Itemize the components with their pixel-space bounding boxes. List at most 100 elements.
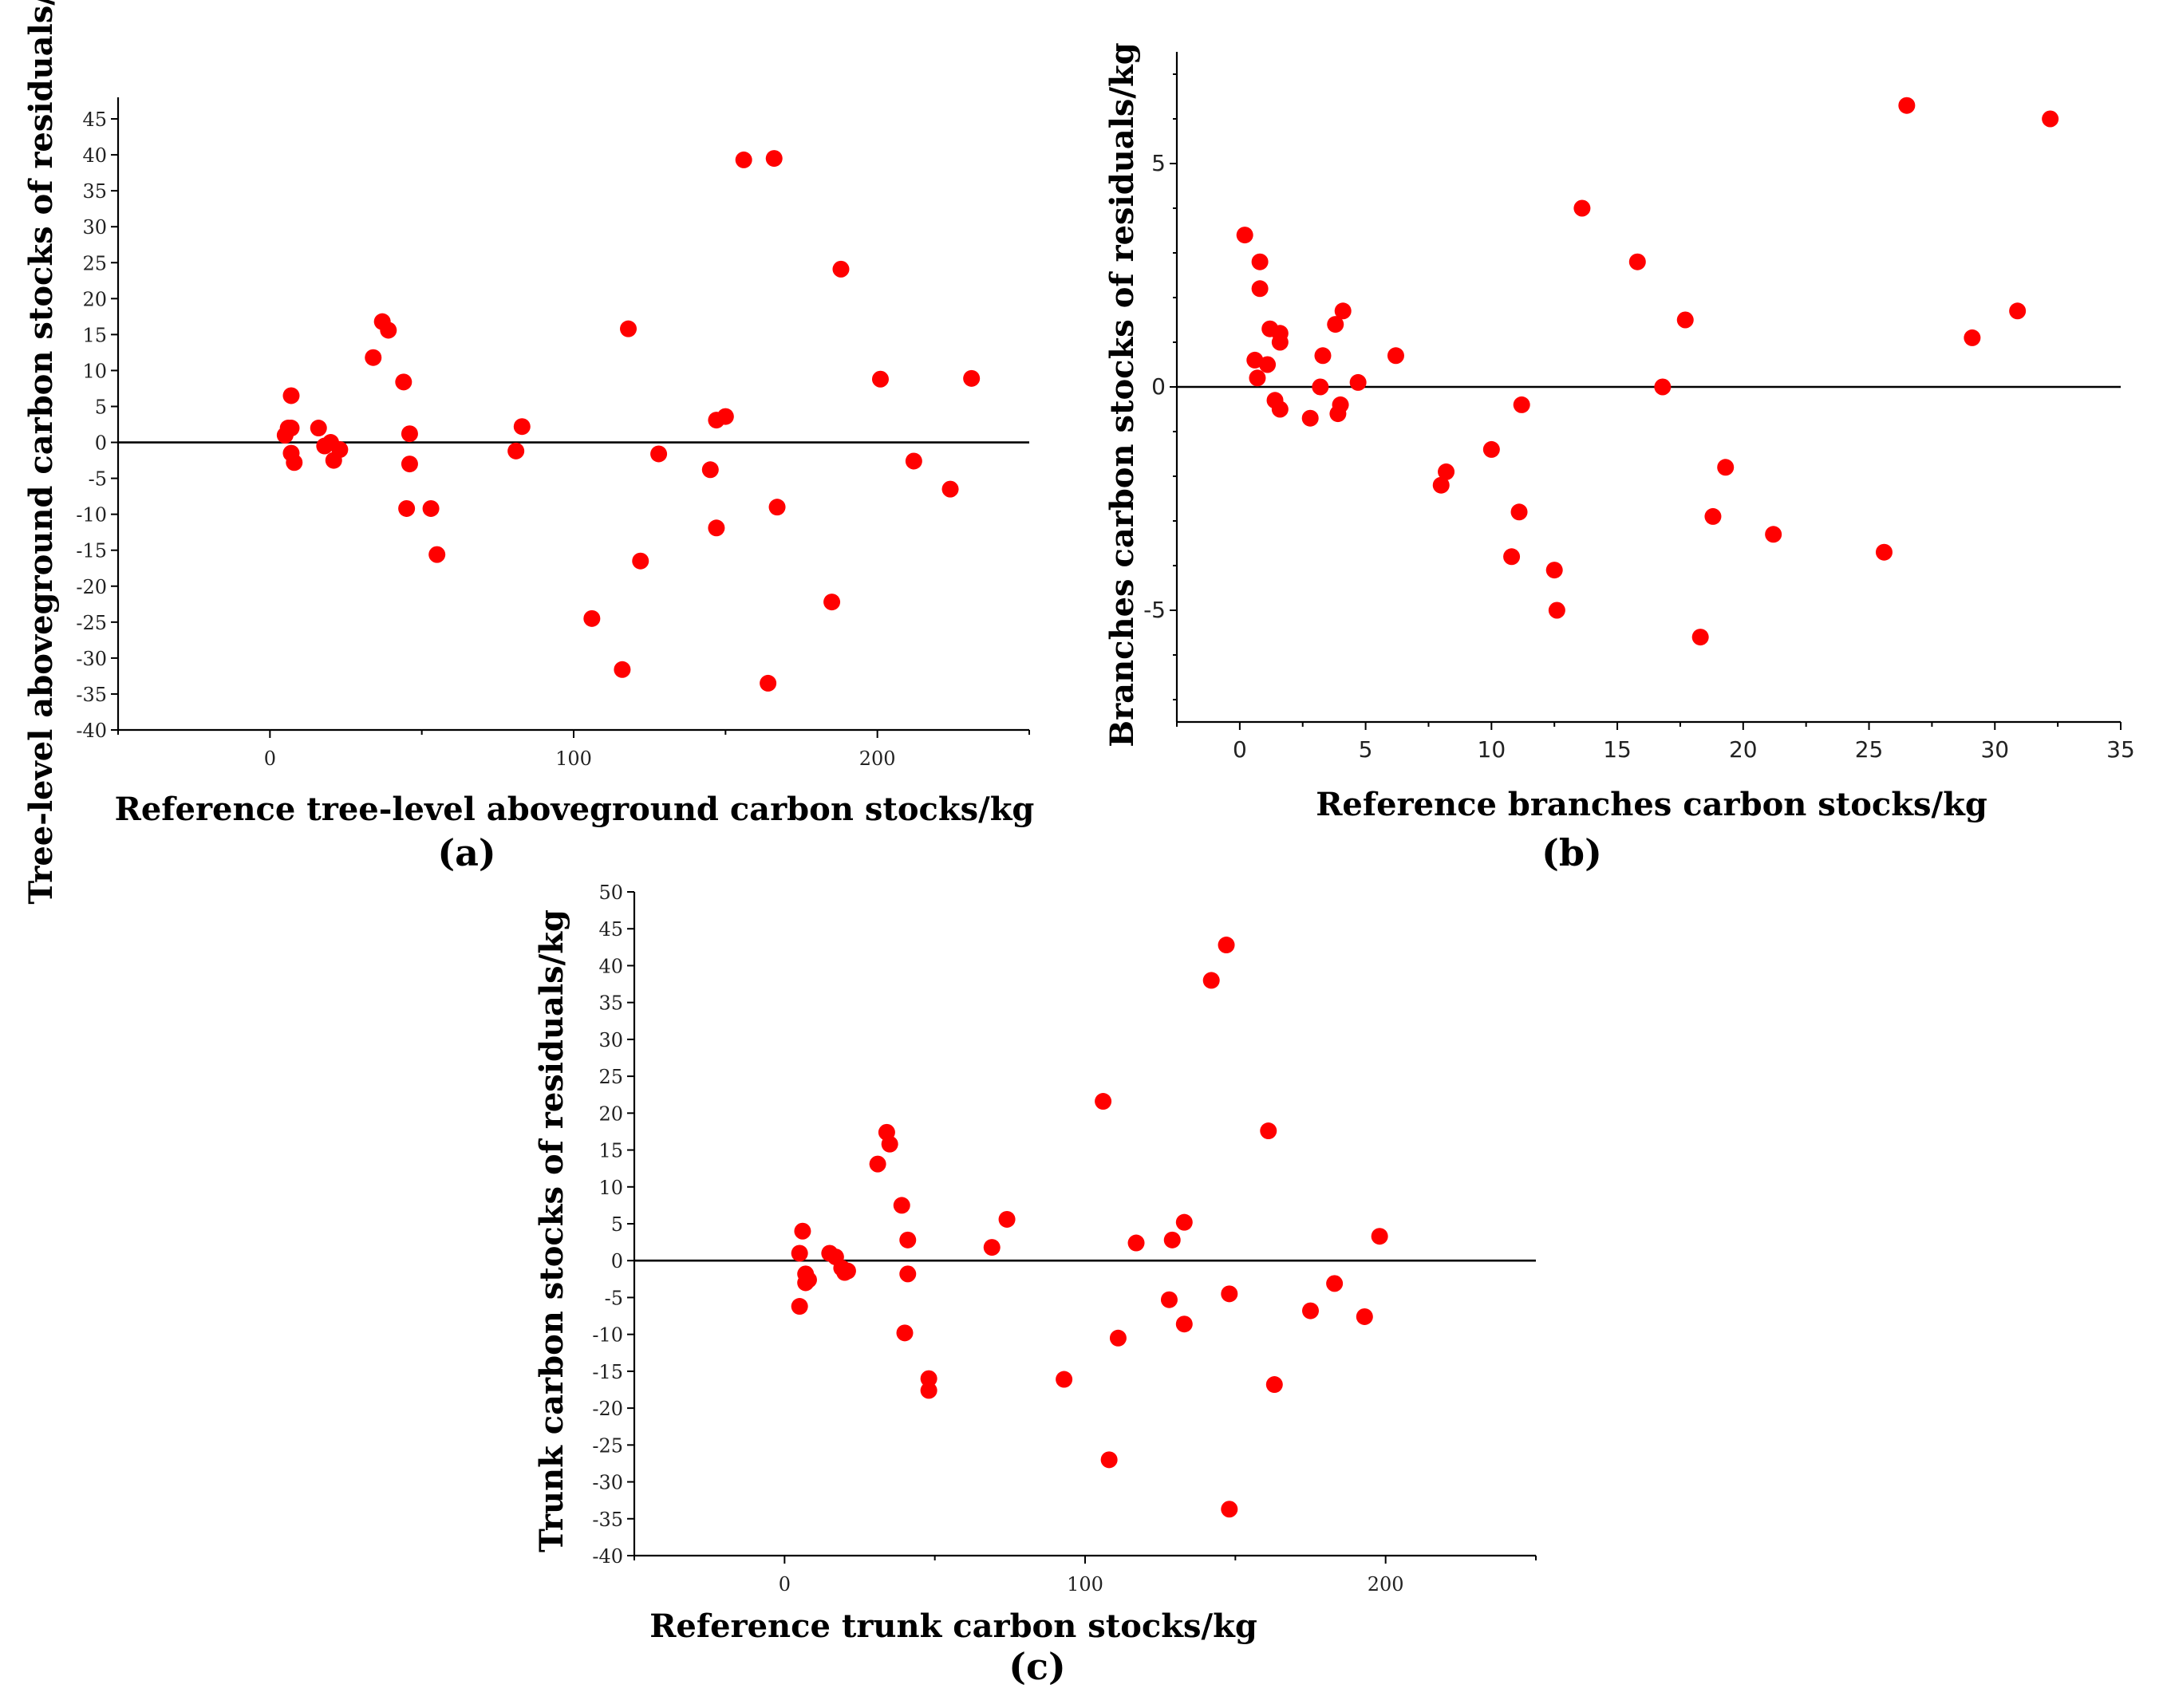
panel-c-data-point — [1326, 1275, 1344, 1292]
panel-b-data-point — [1676, 311, 1694, 329]
panel-c-y-tick-label: -40 — [592, 1545, 623, 1568]
panel-a-y-tick-label: -30 — [76, 648, 107, 670]
panel-a-data-point — [282, 420, 300, 437]
panel-c-data-point — [869, 1155, 886, 1173]
panel-c-label: (c) — [1008, 1645, 1066, 1688]
panel-a-y-tick-label: 15 — [82, 324, 107, 346]
panel-a-data-point — [832, 260, 850, 278]
panel-a-data-point — [331, 441, 349, 459]
panel-c-x-axis-title: Reference trunk carbon stocks/kg — [649, 1607, 1257, 1645]
panel-b-data-point — [1964, 329, 1981, 346]
panel-c-data-point — [1202, 972, 1220, 989]
panel-c-data-point — [1175, 1316, 1193, 1333]
panel-a-data-point — [735, 151, 752, 168]
panel-c-data-point — [791, 1298, 808, 1316]
panel-b-data-point — [1246, 351, 1264, 369]
panel-c-data-point — [1163, 1231, 1181, 1248]
panel-a-y-tick-label: 35 — [82, 180, 107, 203]
panel-b-x-tick-label: 25 — [1855, 736, 1884, 763]
panel-a-data-point — [760, 674, 777, 692]
panel-a-x-axis-title: Reference tree-level aboveground carbon … — [115, 791, 1035, 828]
panel-a-data-point — [823, 594, 841, 611]
panel-a-data-point — [871, 370, 889, 388]
panel-b-data-point — [1573, 199, 1591, 217]
panel-b-x-tick-label: 0 — [1233, 736, 1247, 763]
panel-c-data-point — [1221, 1501, 1238, 1518]
panel-c-y-tick-label: -10 — [592, 1324, 623, 1347]
panel-a-x-tick-label: 200 — [859, 747, 896, 770]
panel-c-data-point — [1100, 1451, 1118, 1469]
panel-b-x-tick-label: 35 — [2106, 736, 2135, 763]
panel-a-data-point — [701, 461, 719, 479]
panel-c-y-tick-label: 15 — [598, 1140, 623, 1162]
panel-b-data-point — [1704, 507, 1722, 525]
panel-c-y-tick-label: -35 — [592, 1509, 623, 1531]
panel-c-data-point — [1356, 1308, 1373, 1325]
panel-b-data-point — [1691, 629, 1709, 646]
panel-a-y-tick-label: -15 — [76, 540, 107, 562]
panel-b-data-point — [1349, 373, 1367, 391]
panel-a-y-tick-label: 30 — [82, 216, 107, 239]
panel-c-y-tick-label: 30 — [598, 1029, 623, 1051]
panel-b-x-axis-title: Reference branches carbon stocks/kg — [1316, 786, 1987, 823]
panel-c-x-tick-label: 0 — [779, 1573, 791, 1596]
panel-b-data-point — [1327, 316, 1344, 333]
panel-a-data-point — [507, 442, 525, 460]
panel-c-y-axis-title: Trunk carbon stocks of residuals/kg — [533, 909, 570, 1552]
panel-c-data-point — [1175, 1213, 1193, 1231]
panel-a-data-point — [620, 320, 637, 337]
panel-a-y-tick-label: -5 — [89, 468, 107, 491]
panel-c-data-point — [1218, 937, 1235, 954]
panel-c-y-tick-label: -30 — [592, 1472, 623, 1494]
panel-a-data-point — [401, 425, 418, 443]
panel-b-data-point — [2009, 302, 2027, 320]
panel-c-y-tick-label: -5 — [605, 1287, 623, 1309]
panel-a-y-tick-label: -20 — [76, 576, 107, 598]
panel-b-x-tick-label: 15 — [1603, 736, 1632, 763]
panel-b-x-tick-label: 10 — [1478, 736, 1506, 763]
panel-c-y-tick-label: 50 — [598, 882, 623, 904]
panel-a-label: (a) — [437, 831, 495, 874]
panel-b-data-point — [1875, 543, 1893, 561]
panel-c-data-point — [799, 1271, 817, 1288]
panel-a-data-point — [428, 546, 446, 563]
panel-a-data-point — [282, 387, 300, 404]
panel-c-x-tick-label: 200 — [1368, 1573, 1404, 1596]
panel-b-data-point — [1271, 400, 1289, 418]
panel-b-data-point — [2042, 110, 2059, 128]
panel-b-y-axis-title: Branches carbon stocks of residuals/kg — [1103, 42, 1141, 747]
panel-c-data-point — [1095, 1093, 1112, 1110]
panel-a-data-point — [708, 519, 725, 537]
panel-a-data-point — [614, 661, 631, 678]
panel-c-data-point — [794, 1222, 811, 1240]
panel-b-y-tick-label: -5 — [1143, 597, 1166, 623]
panel-a-data-point — [650, 445, 668, 463]
panel-b-data-point — [1332, 396, 1349, 413]
panel-a-data-point — [941, 480, 959, 498]
panel-c-y-tick-label: 25 — [598, 1066, 623, 1088]
panel-a-y-tick-label: -10 — [76, 504, 107, 527]
panel-b-data-point — [1628, 253, 1646, 270]
panel-b-data-point — [1432, 476, 1450, 494]
panel-a-data-point — [401, 456, 418, 473]
panel-c-data-point — [1371, 1228, 1388, 1245]
panel-c-y-tick-label: -15 — [592, 1361, 623, 1383]
panel-b-data-point — [1251, 253, 1269, 270]
panel-b-data-point — [1259, 356, 1277, 373]
panel-c-data-point — [998, 1210, 1016, 1228]
panel-b-data-point — [1236, 227, 1253, 244]
panel-a-data-point — [395, 373, 412, 391]
panel-a-y-tick-label: 45 — [82, 108, 107, 131]
panel-c-data-point — [899, 1265, 917, 1283]
panel-a-data-point — [380, 321, 397, 339]
panel-a-y-tick-label: 10 — [82, 360, 107, 382]
panel-b-data-point — [1271, 333, 1289, 351]
panel-c-y-tick-label: -20 — [592, 1398, 623, 1420]
panel-b-x-tick-label: 5 — [1359, 736, 1373, 763]
panel-a-y-tick-label: 5 — [95, 396, 107, 418]
panel-c-data-point — [893, 1197, 910, 1214]
panel-c-data-point — [1265, 1376, 1283, 1394]
panel-b-data-point — [1482, 440, 1500, 458]
panel-b-data-point — [1717, 459, 1735, 476]
